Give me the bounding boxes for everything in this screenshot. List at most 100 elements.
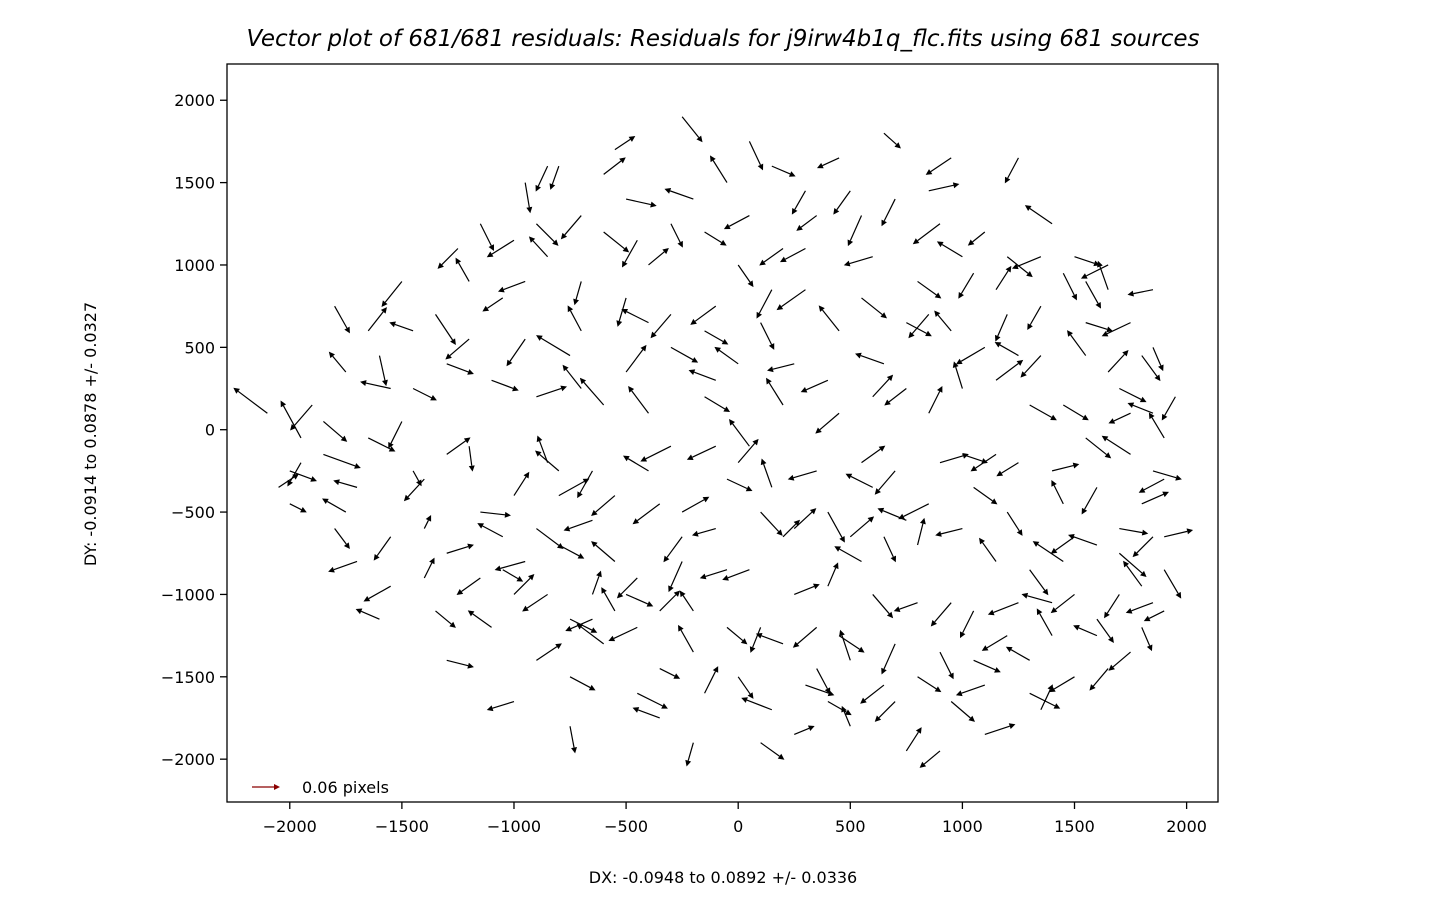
residual-vector-head: [1027, 323, 1033, 330]
residual-vector-head: [788, 171, 796, 177]
residual-vector: [445, 338, 470, 360]
residual-vector-head: [787, 474, 795, 481]
residual-vector-head: [343, 542, 350, 549]
residual-vector-shaft: [1053, 485, 1064, 505]
residual-vector-head: [1081, 507, 1088, 515]
residual-vector-shaft: [941, 244, 963, 258]
residual-vector-shaft: [878, 701, 896, 719]
residual-vector-head: [536, 435, 543, 443]
residual-vector: [1097, 260, 1109, 290]
residual-vector: [787, 470, 817, 481]
residual-vector: [628, 386, 649, 414]
residual-vector: [535, 450, 560, 472]
residual-vector: [827, 700, 852, 716]
residual-vector: [603, 231, 630, 253]
residual-vector-shaft: [376, 536, 392, 557]
residual-vector-shaft: [999, 344, 1019, 357]
residual-vector: [659, 590, 681, 612]
residual-vector-shaft: [625, 349, 644, 373]
residual-vector-head: [844, 709, 852, 716]
residual-vector-head: [486, 251, 494, 258]
residual-vector-shaft: [784, 247, 806, 260]
residual-vector-head: [1132, 550, 1139, 558]
residual-vector: [905, 727, 922, 752]
residual-vector: [1108, 651, 1131, 671]
residual-vector-head: [752, 438, 759, 446]
residual-vector: [766, 377, 784, 406]
residual-vector-shaft: [503, 280, 526, 291]
residual-vector-head: [1101, 435, 1109, 442]
residual-vector: [625, 344, 647, 373]
residual-vector: [506, 338, 526, 367]
chart-title: Vector plot of 681/681 residuals: Residu…: [247, 26, 1200, 52]
residual-vector: [1125, 602, 1154, 614]
residual-vector-shaft: [995, 363, 1019, 381]
residual-vector: [818, 305, 840, 332]
residual-vector: [437, 248, 459, 269]
residual-vector: [793, 508, 817, 529]
residual-vector-head: [536, 335, 543, 341]
residual-vector: [536, 435, 549, 463]
residual-vector-shaft: [591, 576, 600, 595]
residual-vector: [456, 577, 481, 595]
residual-vector-head: [845, 473, 853, 480]
residual-vector-shaft: [626, 311, 649, 324]
residual-vector: [579, 377, 605, 406]
residual-vector-head: [468, 465, 475, 472]
residual-vector: [939, 452, 969, 464]
residual-vector: [843, 256, 873, 267]
residual-vector: [681, 496, 710, 513]
residual-vector: [378, 355, 388, 387]
residual-vector-shaft: [624, 239, 638, 263]
residual-vector-head: [340, 435, 348, 442]
residual-vector-head: [912, 238, 920, 245]
residual-vector-head: [1162, 491, 1169, 498]
residual-vector: [917, 280, 942, 299]
residual-vector-shaft: [659, 668, 676, 677]
residual-vector-head: [467, 610, 475, 617]
residual-vector: [502, 569, 524, 582]
residual-vector-head: [996, 470, 1004, 477]
residual-vector-shaft: [461, 577, 481, 592]
residual-vector: [973, 659, 1001, 673]
residual-vector: [952, 361, 963, 389]
residual-vector-shaft: [940, 527, 963, 535]
residual-vector-head: [832, 562, 839, 570]
residual-vector-head: [935, 530, 942, 537]
residual-vector-shaft: [728, 215, 750, 227]
residual-vector-head: [881, 667, 887, 675]
residual-vector-shaft: [917, 223, 941, 242]
residual-vector-head: [623, 455, 630, 462]
residual-vector: [709, 155, 728, 183]
residual-vector-shaft: [794, 585, 815, 595]
residual-vector-shaft: [923, 750, 941, 765]
residual-vector-head: [494, 565, 502, 572]
residual-vector: [800, 379, 829, 393]
residual-vector-shaft: [535, 223, 555, 243]
y-tick-label: 1000: [174, 256, 215, 275]
residual-vector: [916, 517, 926, 546]
residual-vector-shaft: [1029, 305, 1042, 326]
residual-vector-head: [1140, 570, 1147, 578]
residual-vector-shaft: [1152, 347, 1162, 366]
residual-vector-head: [619, 157, 626, 164]
residual-vector-shaft: [1164, 396, 1176, 416]
residual-vector-head: [557, 542, 564, 549]
residual-vector: [834, 546, 862, 563]
residual-vector-head: [723, 223, 731, 230]
residual-vector: [591, 541, 616, 562]
residual-vector-shaft: [603, 231, 625, 250]
residual-vector: [737, 676, 754, 699]
residual-vector-head: [344, 326, 350, 334]
residual-vector-shaft: [692, 445, 717, 458]
x-tick-label: 1500: [1054, 817, 1095, 836]
residual-vector: [367, 307, 387, 332]
residual-vector: [893, 602, 918, 612]
residual-vector: [577, 470, 593, 499]
residual-vector-shaft: [1085, 437, 1107, 456]
residual-vector-head: [894, 142, 901, 149]
residual-vector-head: [381, 300, 388, 307]
residual-vector: [573, 281, 582, 306]
residual-vector-head: [1089, 684, 1096, 691]
residual-vector-shaft: [849, 256, 873, 265]
